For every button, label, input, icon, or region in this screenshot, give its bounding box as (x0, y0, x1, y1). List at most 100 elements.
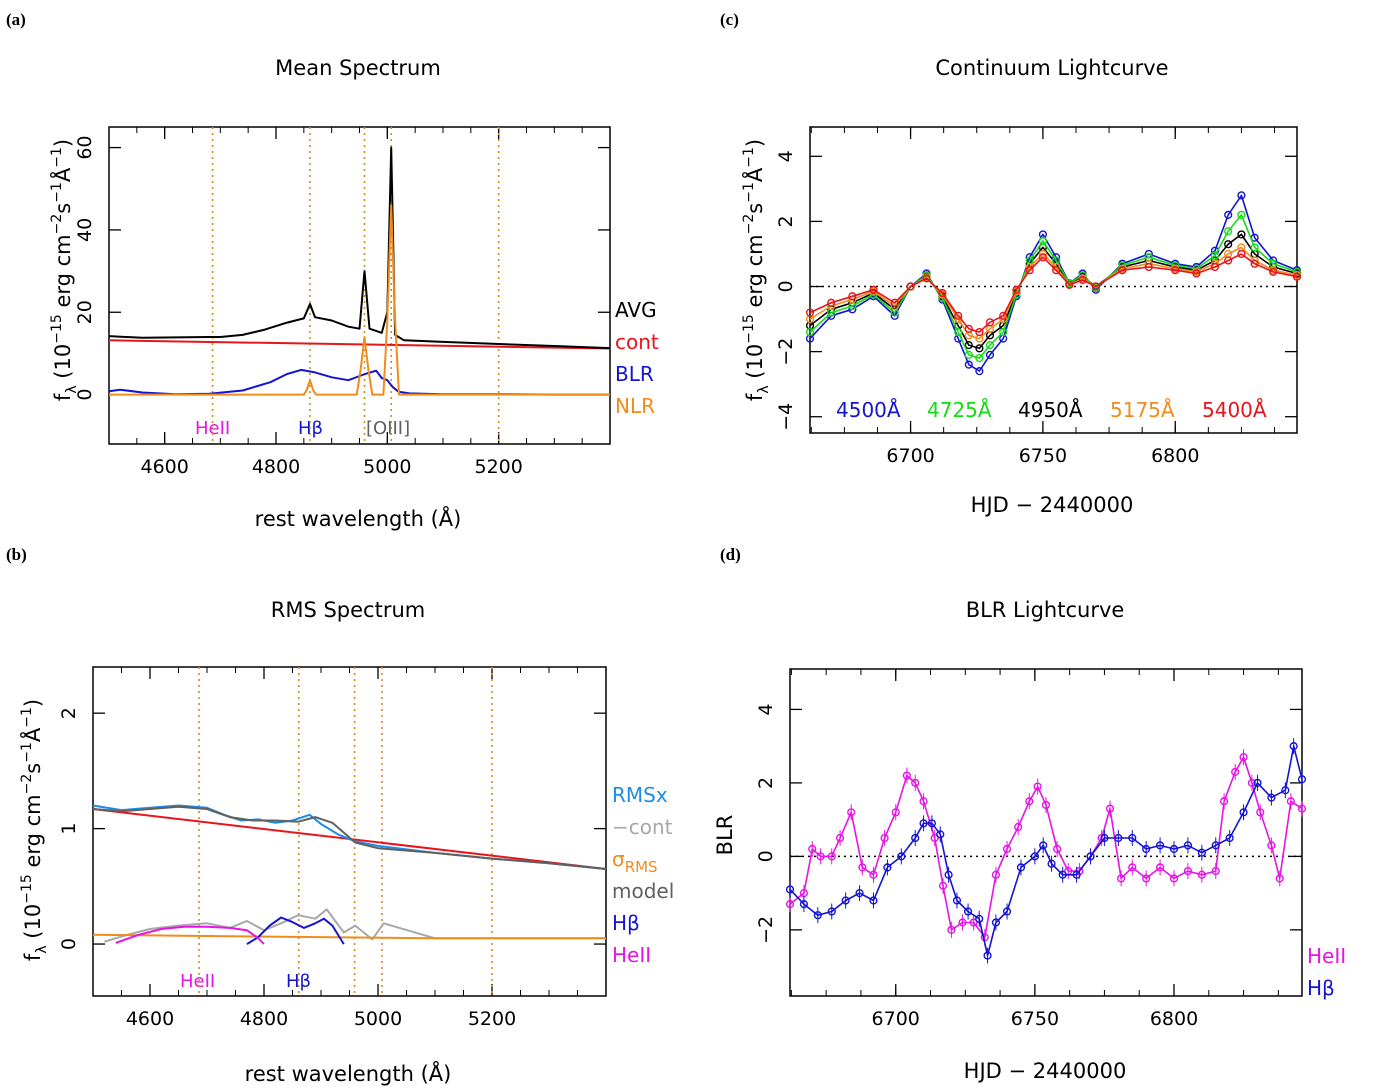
y-tick-label: 1 (58, 823, 80, 835)
point-4725 (805, 327, 815, 337)
point-5400 (1025, 266, 1034, 275)
point-5400 (975, 327, 984, 337)
chart-d: 6700 6750 6800 −2 0 2 4 (755, 668, 1307, 1030)
legend-nlr: NLR (615, 394, 655, 418)
y-tick-label: −2 (755, 916, 777, 944)
point-5400 (1224, 256, 1233, 265)
x-tick-label: 6750 (1011, 1008, 1059, 1030)
x-tick-label: 5200 (468, 1008, 516, 1030)
axes-frame-a (108, 126, 611, 445)
point-5400 (954, 311, 963, 320)
point-4725 (999, 327, 1008, 337)
axes-frame-b (92, 666, 607, 997)
x-tick-label: 6800 (1151, 445, 1199, 467)
y-tick-label: 2 (775, 215, 797, 227)
annot-oiii-a: [OIII] (366, 418, 410, 439)
point-4950 (1224, 240, 1233, 249)
y-tick-label: 20 (74, 300, 96, 324)
title-b: RMS Spectrum (271, 598, 425, 622)
series-heii (115, 925, 265, 945)
point-5400 (906, 282, 915, 291)
x-tick-label: 6700 (872, 1008, 920, 1030)
x-tick-label: 5000 (354, 1008, 402, 1030)
panel-label-d: (d) (720, 545, 741, 564)
chart-c: 6700 6750 6800 −4 −2 0 2 4 (775, 126, 1302, 467)
point-5400 (964, 324, 973, 333)
point-5400 (1078, 275, 1087, 285)
x-tick-label: 4600 (126, 1008, 174, 1030)
ylabel-d: BLR (713, 815, 737, 856)
point-4725 (1224, 227, 1233, 236)
point-5400 (1052, 266, 1061, 275)
series-h (246, 916, 345, 945)
legend-avg: AVG (615, 298, 657, 322)
point-5400 (1171, 266, 1180, 275)
point-5400 (1038, 253, 1048, 262)
chart-a: 4600 4800 5000 5200 0 20 40 60 (74, 126, 611, 478)
point-4725 (1210, 251, 1220, 260)
y-tick-label: 2 (755, 777, 777, 789)
point-5400 (1091, 282, 1100, 291)
x-tick-label: 5200 (474, 456, 522, 478)
point-5400 (869, 285, 878, 294)
point-4725 (1292, 267, 1302, 276)
y-tick-label: 40 (74, 218, 96, 242)
xlabel-a: rest wavelength (Å) (255, 505, 462, 531)
point-5400 (1250, 259, 1259, 268)
point-4725 (975, 354, 984, 363)
xlabel-b: rest wavelength (Å) (245, 1060, 452, 1086)
point-4950 (975, 344, 984, 353)
point-4500 (964, 360, 973, 369)
series-avg (108, 146, 611, 350)
point-4725 (954, 327, 963, 337)
chart-b: 4600 4800 5000 5200 0 1 2 (58, 666, 607, 1030)
legend-cont: cont (615, 330, 659, 354)
svg-text:fλ (10−15 erg cm−2s−1Å−1): fλ (10−15 erg cm−2s−1Å−1) (741, 139, 772, 401)
legend-minus-cont: −cont (612, 815, 673, 839)
ylabel-b: fλ (10−15 erg cm−2s−1Å−1) (19, 699, 50, 961)
point-4500 (975, 367, 984, 376)
point-4725 (1250, 243, 1259, 252)
series-nlr (109, 204, 610, 396)
x-tick-label: 6750 (1019, 445, 1067, 467)
series-model (92, 805, 607, 870)
point-5400 (1269, 267, 1278, 276)
point-5400 (848, 292, 857, 301)
point-5400 (985, 318, 995, 327)
panel-label-b: (b) (6, 545, 27, 564)
y-tick-label: 60 (74, 135, 96, 159)
panel-label-a: (a) (6, 10, 26, 29)
point-4725 (964, 350, 973, 359)
point-5400 (1118, 266, 1127, 275)
y-tick-label: −4 (775, 403, 797, 431)
point-5400 (1210, 262, 1220, 272)
series-h (789, 745, 1303, 957)
y-tick-label: 4 (755, 703, 777, 715)
x-tick-label: 6700 (886, 445, 934, 467)
point-4500 (1237, 191, 1246, 200)
annot-hb-b: Hβ (286, 971, 311, 992)
y-tick-label: 0 (58, 938, 80, 950)
axes-frame-d (789, 668, 1303, 997)
point-5400 (1192, 269, 1201, 278)
y-tick-label: 0 (74, 389, 96, 401)
point-4725 (1237, 210, 1246, 219)
series-rms (92, 933, 606, 940)
legend-5175: 5175Å (1110, 398, 1175, 422)
y-tick-label: 4 (775, 150, 797, 162)
ylabel-a: fλ (10−15 erg cm−2s−1Å−1) (49, 139, 80, 401)
point-4950 (964, 341, 973, 350)
point-5400 (1065, 280, 1074, 289)
legend-hb-d: Hβ (1307, 976, 1335, 1000)
series-cont (108, 339, 611, 350)
point-5400 (890, 298, 899, 307)
point-4725 (1038, 236, 1048, 246)
point-4500 (1224, 210, 1233, 219)
legend-blr: BLR (615, 362, 654, 386)
point-5400 (938, 288, 947, 298)
xlabel-c: HJD − 2440000 (971, 493, 1134, 517)
x-tick-label: 6800 (1150, 1008, 1198, 1030)
title-d: BLR Lightcurve (966, 598, 1125, 622)
